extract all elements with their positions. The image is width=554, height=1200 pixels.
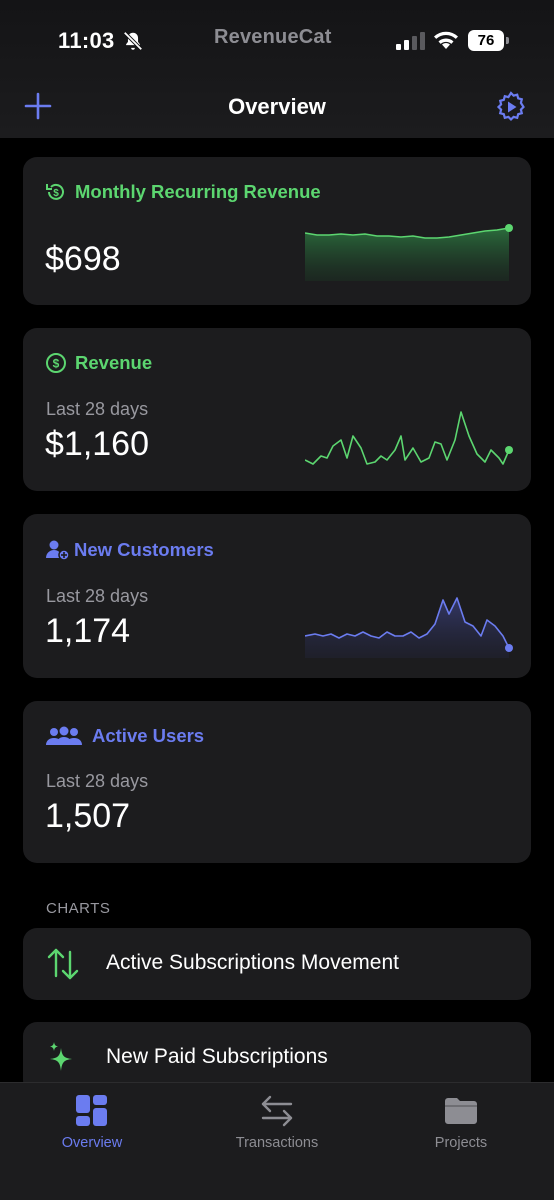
wifi-icon — [434, 31, 458, 49]
active-users-period: Last 28 days — [46, 771, 149, 791]
active-users-value: 1,507 — [45, 797, 131, 835]
new-customers-sparkline — [305, 597, 513, 658]
add-person-icon — [46, 540, 70, 561]
tab-overview-label: Overview — [61, 1135, 123, 1151]
revenue-title-label: Revenue — [75, 352, 153, 373]
revenue-sparkline — [305, 411, 513, 465]
svg-text:$: $ — [53, 357, 60, 371]
mrr-title-label: Monthly Recurring Revenue — [75, 181, 321, 202]
battery-indicator: 76 — [468, 30, 509, 51]
new-customers-value: 1,174 — [45, 612, 131, 650]
gear-icon[interactable] — [494, 90, 528, 124]
people-group-icon — [46, 726, 82, 745]
active-users-title-label: Active Users — [92, 725, 205, 746]
mrr-card-title: $ Monthly Recurring Revenue — [45, 181, 321, 203]
revenue-card[interactable]: $ Revenue Last 28 days $1,160 — [23, 328, 531, 491]
folder-icon — [445, 1098, 477, 1124]
tab-transactions-label: Transactions — [235, 1135, 319, 1151]
tab-bar: Overview Transactions Projects — [0, 1082, 554, 1200]
refresh-dollar-icon: $ — [46, 183, 64, 200]
tab-projects-label: Projects — [434, 1135, 488, 1151]
chart-row-active-subscriptions-movement[interactable]: Active Subscriptions Movement — [23, 928, 531, 1000]
mrr-card[interactable]: $ Monthly Recurring Revenue $698 — [23, 157, 531, 305]
cellular-signal-icon — [396, 32, 425, 50]
revenue-value: $1,160 — [45, 425, 149, 463]
new-customers-title-label: New Customers — [74, 539, 214, 560]
revenue-card-title: $ Revenue — [45, 352, 152, 374]
header: 11:03 RevenueCat 76 Overview — [0, 0, 554, 138]
arrows-left-right-icon — [261, 1095, 293, 1127]
svg-text:$: $ — [53, 188, 59, 199]
new-customers-period: Last 28 days — [46, 586, 149, 606]
tab-overview[interactable]: Overview — [22, 1093, 162, 1151]
new-customers-card-title: New Customers — [46, 539, 214, 561]
dashboard-icon — [76, 1095, 107, 1126]
mrr-value: $698 — [45, 240, 121, 278]
active-users-card-title: Active Users — [46, 725, 204, 747]
chart-row-label: Active Subscriptions Movement — [106, 951, 399, 974]
sparkles-icon — [50, 1042, 72, 1071]
brand-logo: RevenueCat — [214, 26, 332, 48]
arrows-up-down-icon — [47, 948, 79, 980]
dollar-circle-icon: $ — [46, 353, 66, 373]
chart-row-label: New Paid Subscriptions — [106, 1045, 328, 1068]
tab-transactions[interactable]: Transactions — [207, 1093, 347, 1151]
bell-slash-icon — [123, 31, 143, 51]
mrr-sparkline — [305, 224, 513, 281]
active-users-card[interactable]: Active Users Last 28 days 1,507 — [23, 701, 531, 863]
charts-section-label: CHARTS — [46, 900, 111, 917]
page-title: Overview — [228, 94, 326, 119]
tab-projects[interactable]: Projects — [391, 1093, 531, 1151]
revenue-period: Last 28 days — [46, 399, 149, 419]
status-time: 11:03 — [58, 28, 115, 53]
plus-icon[interactable] — [24, 92, 52, 120]
new-customers-card[interactable]: New Customers Last 28 days 1,174 — [23, 514, 531, 678]
